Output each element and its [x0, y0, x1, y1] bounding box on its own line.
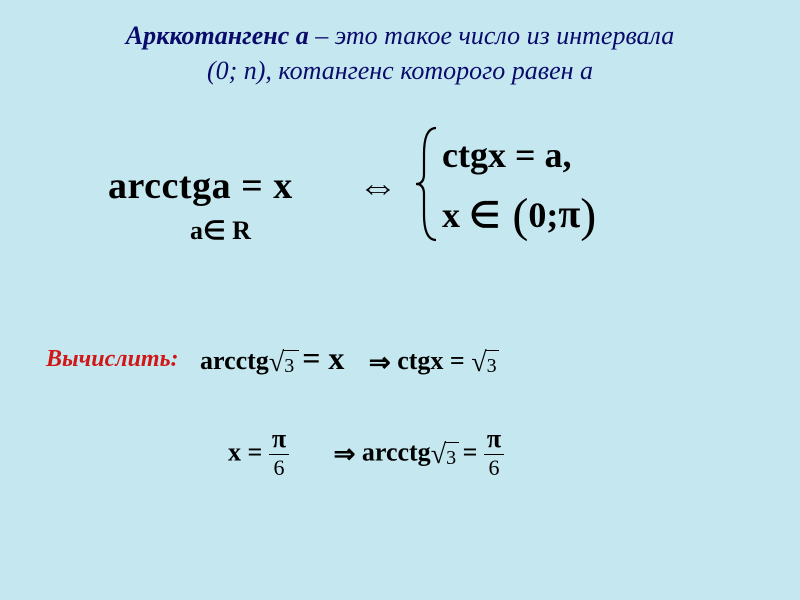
fraction-2: π6 [484, 426, 504, 479]
frac2-den: 6 [484, 454, 504, 479]
example-line-1: arcctg√3 = x ⇒ ctgx = √3 [200, 340, 497, 379]
element-of-icon: ∈ [203, 216, 226, 245]
close-paren: ) [580, 189, 596, 242]
implies-icon-2: ⇒ [327, 440, 362, 469]
x-var: x [328, 340, 344, 376]
frac2-num: π [484, 426, 504, 454]
open-paren: ( [500, 189, 528, 242]
fraction-1: π6 [269, 426, 289, 479]
definition-title: Арккотангенс a – это такое число из инте… [0, 0, 800, 88]
term: Арккотангенс a [126, 21, 309, 50]
cond2-x: x [442, 195, 469, 235]
sqrt-radicand-3: 3 [446, 447, 456, 469]
sqrt-icon-2: √3 [471, 347, 496, 379]
compute-label: Вычислить: [46, 346, 179, 373]
condition-2: x ∈ (0;π) [442, 188, 596, 243]
left-brace-icon [412, 124, 442, 244]
lhs-text: arcctga = x [108, 165, 293, 207]
condition-1: ctgx = a, [442, 134, 571, 176]
title-rest1: – это такое число из интервала [309, 21, 674, 50]
x-equals: x = [228, 437, 269, 466]
iff-icon: ⇔ [358, 162, 398, 209]
arcctg-text-2: arcctg [362, 437, 431, 466]
equals-1: = [294, 340, 328, 376]
definition-lhs: arcctga = x [108, 164, 293, 208]
a-letter: a [190, 216, 203, 245]
arcctg-text: arcctg [200, 346, 269, 375]
ctgx-eq: ctgx = [397, 346, 471, 375]
implies-icon-1: ⇒ [362, 348, 397, 377]
sqrt-radicand-2: 3 [487, 355, 497, 377]
pi-symbol: π [558, 191, 580, 236]
zero-semi: 0; [528, 195, 558, 235]
element-of-icon-2: ∈ [469, 195, 500, 235]
R-set: R [226, 216, 251, 245]
a-in-R: a∈ R [190, 216, 251, 246]
frac1-den: 6 [269, 454, 289, 479]
sqrt-radicand-1: 3 [284, 355, 294, 377]
sqrt-icon-3: √3 [431, 439, 456, 471]
sqrt-icon-1: √3 [269, 347, 294, 379]
title-line2: (0; п), котангенс которого равен a [207, 56, 593, 85]
example-line-2: x = π6 ⇒ arcctg√3 = π6 [228, 428, 504, 481]
equals-2: = [456, 437, 484, 466]
frac1-num: π [269, 426, 289, 454]
